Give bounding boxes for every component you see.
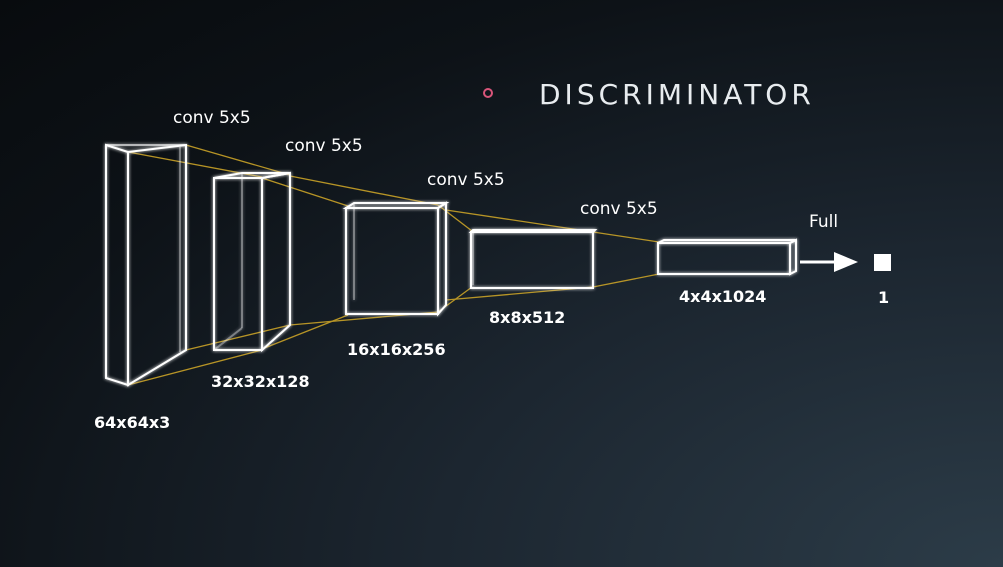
- conv-label-3: conv 5x5: [427, 170, 505, 190]
- output-label: 1: [878, 288, 890, 307]
- connector-line: [185, 324, 291, 351]
- connector-line: [261, 314, 349, 350]
- conv-label-4: conv 5x5: [580, 199, 658, 219]
- output-node: [874, 254, 891, 271]
- conv-label-2: conv 5x5: [285, 136, 363, 156]
- layer-box-16x16x256: [342, 201, 450, 317]
- layer-box-32x32x128: [213, 171, 291, 353]
- connector-line: [592, 273, 660, 288]
- connector-line: [127, 349, 263, 386]
- full-connection-label: Full: [809, 212, 839, 232]
- connector-line: [185, 144, 291, 176]
- conv-label-1: conv 5x5: [173, 108, 251, 128]
- layer-box-64x64x3: [105, 143, 187, 387]
- connector-line: [445, 209, 594, 233]
- full-arrow: [800, 252, 858, 272]
- connector-line: [445, 286, 594, 301]
- layer-box-4x4x1024: [657, 238, 797, 276]
- connector-line: [437, 204, 473, 232]
- connector-line: [289, 175, 439, 206]
- layer-box-8x8x512: [468, 229, 598, 289]
- size-label-1: 64x64x3: [94, 413, 171, 432]
- size-label-2: 32x32x128: [211, 372, 310, 391]
- size-label-5: 4x4x1024: [679, 287, 767, 306]
- diagram-title: DISCRIMINATOR: [539, 78, 815, 111]
- size-label-3: 16x16x256: [347, 340, 446, 359]
- layer-boxes: [105, 143, 797, 387]
- size-label-4: 8x8x512: [489, 308, 566, 327]
- title-bullet-icon: [483, 88, 493, 98]
- connector-line: [261, 177, 349, 207]
- connector-line: [592, 231, 660, 243]
